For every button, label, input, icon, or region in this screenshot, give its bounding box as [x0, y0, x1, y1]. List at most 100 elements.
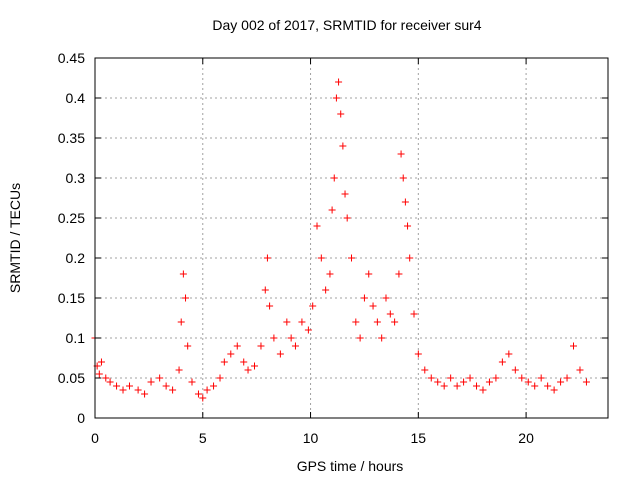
- data-point: [557, 378, 565, 386]
- data-point: [162, 382, 170, 390]
- data-point: [119, 386, 127, 394]
- data-point: [175, 366, 183, 374]
- data-point: [298, 318, 306, 326]
- data-point: [283, 318, 291, 326]
- data-point: [227, 350, 235, 358]
- data-point: [244, 366, 252, 374]
- data-point: [447, 374, 455, 382]
- data-point: [266, 302, 274, 310]
- data-point: [203, 386, 211, 394]
- data-point: [220, 358, 228, 366]
- data-point: [328, 206, 336, 214]
- data-point: [365, 270, 373, 278]
- x-tick-label: 5: [199, 430, 207, 446]
- data-point: [414, 350, 422, 358]
- data-point: [330, 174, 338, 182]
- data-point: [518, 374, 526, 382]
- y-tick-label: 0.25: [58, 210, 85, 226]
- data-point: [369, 302, 377, 310]
- chart-title: Day 002 of 2017, SRMTID for receiver sur…: [212, 17, 481, 33]
- data-point: [399, 174, 407, 182]
- data-point: [341, 190, 349, 198]
- data-point: [313, 222, 321, 230]
- data-point: [113, 382, 121, 390]
- data-point: [184, 342, 192, 350]
- data-point: [134, 386, 142, 394]
- data-point: [332, 94, 340, 102]
- data-point: [404, 222, 412, 230]
- data-point: [304, 326, 312, 334]
- data-point: [263, 254, 271, 262]
- data-point: [401, 198, 409, 206]
- data-point: [352, 318, 360, 326]
- data-point: [326, 270, 334, 278]
- axis-ticks: 0 0.05 0.1 0.15 0.2 0.25 0.3 0.35 0.4 0.45 0 5 10 15 2…: [58, 50, 608, 446]
- data-point: [373, 318, 381, 326]
- y-tick-label: 0.35: [58, 130, 85, 146]
- data-point: [141, 390, 149, 398]
- data-point: [309, 302, 317, 310]
- data-point: [421, 366, 429, 374]
- plot-frame: [94, 57, 609, 419]
- data-point: [492, 374, 500, 382]
- data-point: [582, 378, 590, 386]
- data-point: [386, 310, 394, 318]
- data-point: [395, 270, 403, 278]
- data-point: [106, 378, 114, 386]
- data-point: [257, 342, 265, 350]
- data-point: [505, 350, 513, 358]
- data-point: [343, 214, 351, 222]
- data-point: [102, 374, 110, 382]
- data-points: [91, 78, 590, 402]
- y-tick-label: 0.4: [66, 90, 86, 106]
- data-point: [382, 294, 390, 302]
- data-point: [261, 286, 269, 294]
- data-point: [550, 386, 558, 394]
- data-point: [156, 374, 164, 382]
- data-point: [233, 342, 241, 350]
- data-point: [251, 362, 259, 370]
- data-point: [179, 270, 187, 278]
- x-tick-label: 10: [303, 430, 319, 446]
- y-tick-label: 0.05: [58, 370, 85, 386]
- data-point: [188, 378, 196, 386]
- y-tick-label: 0.2: [66, 250, 86, 266]
- data-point: [434, 378, 442, 386]
- data-point: [291, 342, 299, 350]
- data-point: [460, 378, 468, 386]
- data-point: [406, 254, 414, 262]
- data-point: [570, 342, 578, 350]
- data-point: [576, 366, 584, 374]
- data-point: [216, 374, 224, 382]
- data-point: [95, 370, 103, 378]
- data-point: [337, 110, 345, 118]
- x-tick-label: 15: [411, 430, 427, 446]
- data-point: [125, 382, 133, 390]
- data-point: [317, 254, 325, 262]
- data-point: [194, 390, 202, 398]
- data-point: [479, 386, 487, 394]
- data-point: [356, 334, 364, 342]
- y-tick-label: 0.3: [66, 170, 86, 186]
- data-point: [466, 374, 474, 382]
- data-point: [147, 378, 155, 386]
- x-tick-label: 0: [91, 430, 99, 446]
- data-point: [322, 286, 330, 294]
- y-tick-label: 0.15: [58, 290, 85, 306]
- data-point: [360, 294, 368, 302]
- data-point: [410, 310, 418, 318]
- y-tick-label: 0.45: [58, 50, 85, 66]
- data-point: [427, 374, 435, 382]
- grid-lines: [95, 58, 608, 418]
- data-point: [210, 382, 218, 390]
- data-point: [397, 150, 405, 158]
- data-point: [276, 350, 284, 358]
- data-point: [511, 366, 519, 374]
- data-point: [531, 382, 539, 390]
- data-point: [270, 334, 278, 342]
- data-point: [544, 382, 552, 390]
- x-tick-label: 20: [518, 430, 534, 446]
- data-point: [199, 394, 207, 402]
- data-point: [339, 142, 347, 150]
